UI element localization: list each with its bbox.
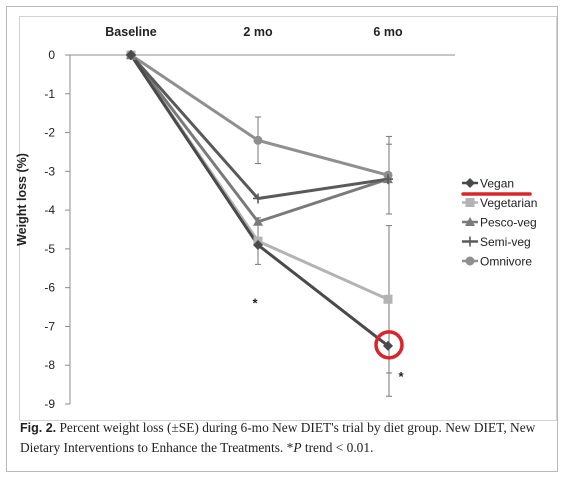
- significance-asterisk: *: [398, 369, 404, 384]
- y-tick-label: -7: [44, 319, 55, 333]
- legend-label: Omnivore: [480, 255, 532, 269]
- y-tick-label: -6: [44, 281, 55, 295]
- x-category-label: 6 mo: [373, 25, 403, 39]
- data-point-semi-veg: [253, 193, 263, 204]
- legend-label: Pesco-veg: [480, 216, 537, 230]
- legend-label: Vegan: [480, 177, 514, 191]
- legend-label: Vegetarian: [480, 196, 537, 210]
- figure-frame: [6, 6, 558, 472]
- y-tick-label: -3: [44, 164, 55, 178]
- legend-marker: [465, 178, 475, 188]
- legend-marker: [465, 256, 475, 266]
- x-category-label: 2 mo: [243, 25, 273, 39]
- caption-fig-label: Fig. 2.: [20, 421, 57, 435]
- plot-area-border: [19, 16, 557, 421]
- caption-star: *: [286, 440, 294, 455]
- y-tick-label: -4: [44, 203, 55, 217]
- series-line-vegetarian: [129, 54, 389, 301]
- y-tick-label: -1: [44, 87, 55, 101]
- figure-caption: Fig. 2. Percent weight loss (±SE) during…: [20, 418, 548, 457]
- data-point-semi-veg: [383, 174, 393, 185]
- y-tick-label: 0: [48, 48, 55, 62]
- data-point-vegetarian: [383, 294, 393, 304]
- data-point-vegan: [383, 340, 393, 351]
- legend-marker: [465, 236, 475, 247]
- data-point-omnivore: [253, 135, 263, 145]
- data-point-pesco-veg: [253, 216, 263, 226]
- caption-text: Percent weight loss (±SE) during 6-mo Ne…: [20, 420, 536, 455]
- caption-trend: trend < 0.01.: [301, 440, 374, 455]
- legend-marker: [465, 217, 475, 226]
- caption-p-italic: P: [293, 440, 302, 455]
- x-category-label: Baseline: [105, 25, 156, 39]
- data-point-vegan: [126, 50, 136, 60]
- y-tick-label: -5: [44, 242, 55, 256]
- data-point-vegan: [253, 240, 263, 251]
- highlight-circle: [374, 330, 404, 360]
- y-tick-label: -9: [44, 397, 55, 411]
- y-axis-label: Weight loss (%): [15, 153, 29, 246]
- y-tick-label: -8: [44, 358, 55, 372]
- significance-asterisk: *: [252, 295, 258, 310]
- legend-label: Semi-veg: [480, 235, 531, 249]
- y-tick-label: -2: [44, 126, 55, 140]
- legend-marker: [465, 198, 475, 207]
- series-line-semi-veg: [129, 54, 389, 201]
